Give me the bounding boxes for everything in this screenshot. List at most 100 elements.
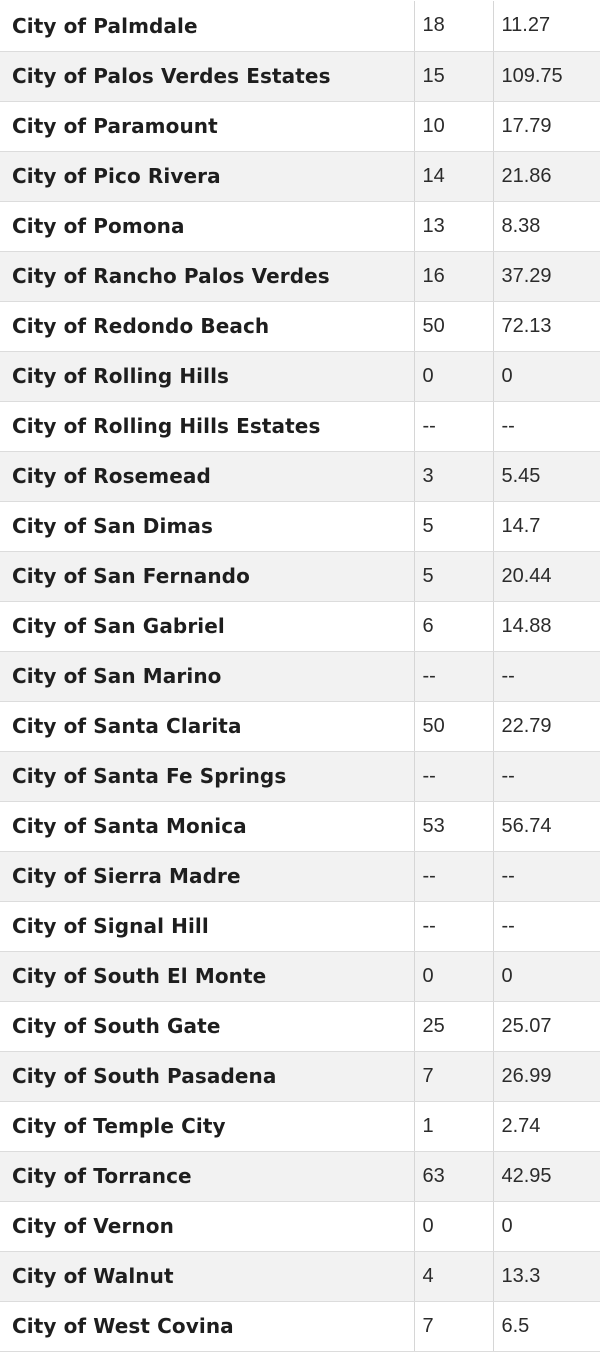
table-row: City of Temple City 1 2.74 <box>0 1101 600 1152</box>
count-cell: -- <box>414 651 494 702</box>
city-name-cell: City of Temple City <box>0 1101 415 1152</box>
count-cell: 5 <box>414 551 494 602</box>
value-cell: 26.99 <box>493 1051 600 1102</box>
count-cell: 4 <box>414 1251 494 1302</box>
count-cell: 50 <box>414 301 494 352</box>
value-cell: 13.3 <box>493 1251 600 1302</box>
table-row: City of Palmdale 18 11.27 <box>0 1 600 52</box>
table-row: City of Signal Hill -- -- <box>0 901 600 952</box>
value-cell: 20.44 <box>493 551 600 602</box>
city-name-cell: City of Palmdale <box>0 1 415 52</box>
table-row: City of Paramount 10 17.79 <box>0 101 600 152</box>
table-row: City of South El Monte 0 0 <box>0 951 600 1002</box>
city-name-cell: City of South Gate <box>0 1001 415 1052</box>
city-name-cell: City of South El Monte <box>0 951 415 1002</box>
city-name-cell: City of Rancho Palos Verdes <box>0 251 415 302</box>
table-row: City of Walnut 4 13.3 <box>0 1251 600 1302</box>
count-cell: 10 <box>414 101 494 152</box>
count-cell: 63 <box>414 1151 494 1202</box>
city-name-cell: City of Torrance <box>0 1151 415 1202</box>
count-cell: 7 <box>414 1301 494 1352</box>
count-cell: -- <box>414 851 494 902</box>
city-name-cell: City of San Fernando <box>0 551 415 602</box>
table-row: City of West Covina 7 6.5 <box>0 1301 600 1352</box>
count-cell: 3 <box>414 451 494 502</box>
count-cell: 25 <box>414 1001 494 1052</box>
table-row: City of Pico Rivera 14 21.86 <box>0 151 600 202</box>
city-name-cell: City of Paramount <box>0 101 415 152</box>
value-cell: 5.45 <box>493 451 600 502</box>
table-row: City of South Pasadena 7 26.99 <box>0 1051 600 1102</box>
table-row: City of Rancho Palos Verdes 16 37.29 <box>0 251 600 302</box>
value-cell: 22.79 <box>493 701 600 752</box>
count-cell: 16 <box>414 251 494 302</box>
table-row: City of Rosemead 3 5.45 <box>0 451 600 502</box>
city-name-cell: City of Walnut <box>0 1251 415 1302</box>
city-name-cell: City of San Dimas <box>0 501 415 552</box>
count-cell: 53 <box>414 801 494 852</box>
city-name-cell: City of Pomona <box>0 201 415 252</box>
city-name-cell: City of Vernon <box>0 1201 415 1252</box>
table-row: City of Santa Monica 53 56.74 <box>0 801 600 852</box>
value-cell: -- <box>493 901 600 952</box>
count-cell: 15 <box>414 51 494 102</box>
value-cell: 0 <box>493 351 600 402</box>
value-cell: 42.95 <box>493 1151 600 1202</box>
count-cell: 6 <box>414 601 494 652</box>
table-row: City of Torrance 63 42.95 <box>0 1151 600 1202</box>
value-cell: 0 <box>493 951 600 1002</box>
table-row: City of Pomona 13 8.38 <box>0 201 600 252</box>
count-cell: -- <box>414 751 494 802</box>
city-name-cell: City of San Gabriel <box>0 601 415 652</box>
city-name-cell: City of Sierra Madre <box>0 851 415 902</box>
count-cell: 7 <box>414 1051 494 1102</box>
city-name-cell: City of West Covina <box>0 1301 415 1352</box>
value-cell: 56.74 <box>493 801 600 852</box>
value-cell: 109.75 <box>493 51 600 102</box>
value-cell: 14.7 <box>493 501 600 552</box>
city-name-cell: City of Rolling Hills Estates <box>0 401 415 452</box>
table-row: City of Palos Verdes Estates 15 109.75 <box>0 51 600 102</box>
table-row: City of San Marino -- -- <box>0 651 600 702</box>
city-name-cell: City of Rolling Hills <box>0 351 415 402</box>
table-row: City of Santa Clarita 50 22.79 <box>0 701 600 752</box>
city-name-cell: City of Pico Rivera <box>0 151 415 202</box>
city-name-cell: City of San Marino <box>0 651 415 702</box>
value-cell: 37.29 <box>493 251 600 302</box>
city-name-cell: City of Redondo Beach <box>0 301 415 352</box>
value-cell: 0 <box>493 1201 600 1252</box>
value-cell: -- <box>493 651 600 702</box>
value-cell: 25.07 <box>493 1001 600 1052</box>
value-cell: 8.38 <box>493 201 600 252</box>
count-cell: 0 <box>414 1201 494 1252</box>
city-name-cell: City of Santa Fe Springs <box>0 751 415 802</box>
table-row: City of San Dimas 5 14.7 <box>0 501 600 552</box>
count-cell: 0 <box>414 351 494 402</box>
table-row: City of Vernon 0 0 <box>0 1201 600 1252</box>
city-name-cell: City of Rosemead <box>0 451 415 502</box>
count-cell: 18 <box>414 1 494 52</box>
city-name-cell: City of Santa Monica <box>0 801 415 852</box>
table-row: City of San Fernando 5 20.44 <box>0 551 600 602</box>
table-row: City of San Gabriel 6 14.88 <box>0 601 600 652</box>
count-cell: 1 <box>414 1101 494 1152</box>
table-row: City of Rolling Hills 0 0 <box>0 351 600 402</box>
value-cell: 72.13 <box>493 301 600 352</box>
table-row: City of Redondo Beach 50 72.13 <box>0 301 600 352</box>
count-cell: 13 <box>414 201 494 252</box>
table-row: City of South Gate 25 25.07 <box>0 1001 600 1052</box>
table-row: City of Sierra Madre -- -- <box>0 851 600 902</box>
table-row: City of Rolling Hills Estates -- -- <box>0 401 600 452</box>
count-cell: 14 <box>414 151 494 202</box>
value-cell: -- <box>493 851 600 902</box>
value-cell: -- <box>493 401 600 452</box>
value-cell: 11.27 <box>493 1 600 52</box>
value-cell: 6.5 <box>493 1301 600 1352</box>
value-cell: -- <box>493 751 600 802</box>
count-cell: -- <box>414 901 494 952</box>
city-name-cell: City of Santa Clarita <box>0 701 415 752</box>
value-cell: 17.79 <box>493 101 600 152</box>
count-cell: 5 <box>414 501 494 552</box>
